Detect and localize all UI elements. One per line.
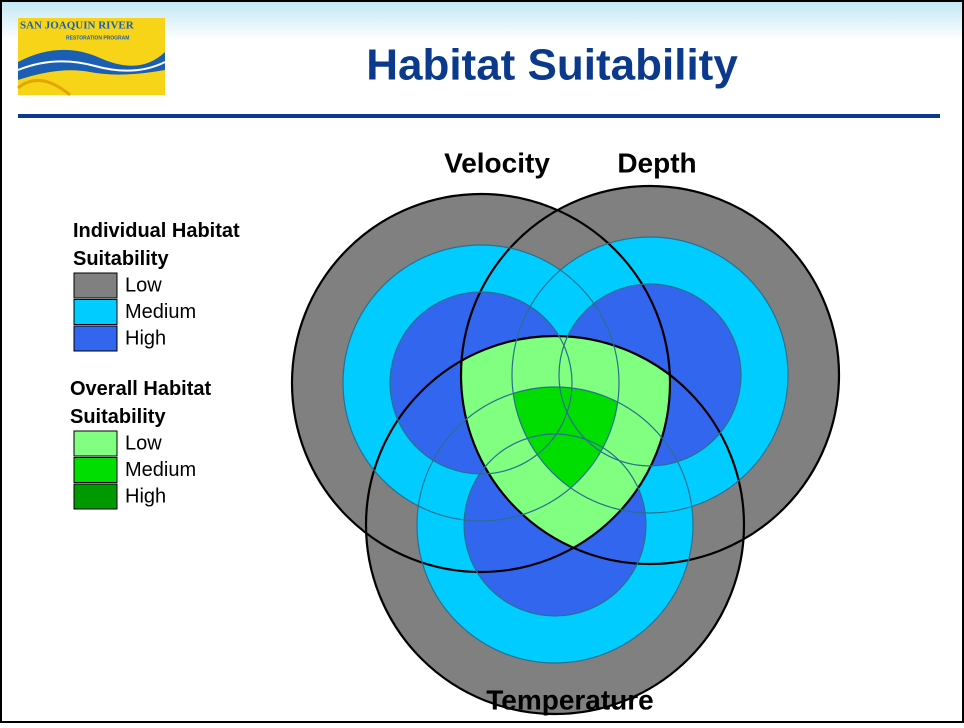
- legend-swatch: [73, 325, 118, 352]
- circle-label: Depth: [617, 147, 696, 178]
- legend: Individual Habitat Suitability Low Medium Hi…: [70, 220, 240, 510]
- circle-outline: [416, 386, 694, 664]
- overall-fill: [461, 336, 670, 564]
- legend-title: Individual Habitat Suitability: [73, 220, 240, 270]
- circle-outline: [364, 334, 746, 716]
- circle-label: Velocity: [444, 147, 550, 178]
- legend-label: Low: [125, 274, 162, 296]
- legend-swatch: [73, 457, 118, 483]
- circle-outline: [389, 291, 573, 475]
- legend-swatch: [73, 430, 118, 457]
- legend-title: Overall Habitat Suitability: [70, 378, 212, 428]
- slide-title: Habitat Suitability: [366, 41, 738, 90]
- legend-swatch: [73, 299, 118, 325]
- logo: SAN JOAQUIN RIVER RESTORATION PROGRAM: [17, 18, 166, 97]
- overall-region: [461, 336, 670, 564]
- circle-outline: [459, 184, 841, 566]
- overall-region-inner: [461, 336, 670, 564]
- legend-label: Low: [125, 432, 162, 454]
- logo-line2: RESTORATION PROGRAM: [66, 35, 129, 41]
- logo-line1: SAN JOAQUIN RIVER: [20, 20, 135, 32]
- circle-outline: [463, 433, 647, 617]
- legend-swatch: [73, 483, 118, 510]
- legend-label: High: [125, 327, 166, 349]
- legend-swatch: [73, 272, 118, 299]
- venn-diagram: [290, 184, 841, 716]
- circle-outline: [511, 236, 789, 514]
- circle-outline: [342, 244, 620, 522]
- circle-outline: [558, 283, 742, 467]
- title-rule: [18, 114, 940, 118]
- circle-label: Temperature: [486, 684, 654, 715]
- legend-label: Medium: [125, 459, 196, 481]
- legend-label: High: [125, 485, 166, 507]
- legend-label: Medium: [125, 301, 196, 323]
- circle-outline: [290, 192, 672, 574]
